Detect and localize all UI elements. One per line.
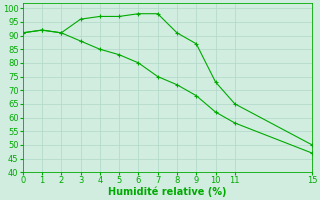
X-axis label: Humidité relative (%): Humidité relative (%) [108, 187, 227, 197]
